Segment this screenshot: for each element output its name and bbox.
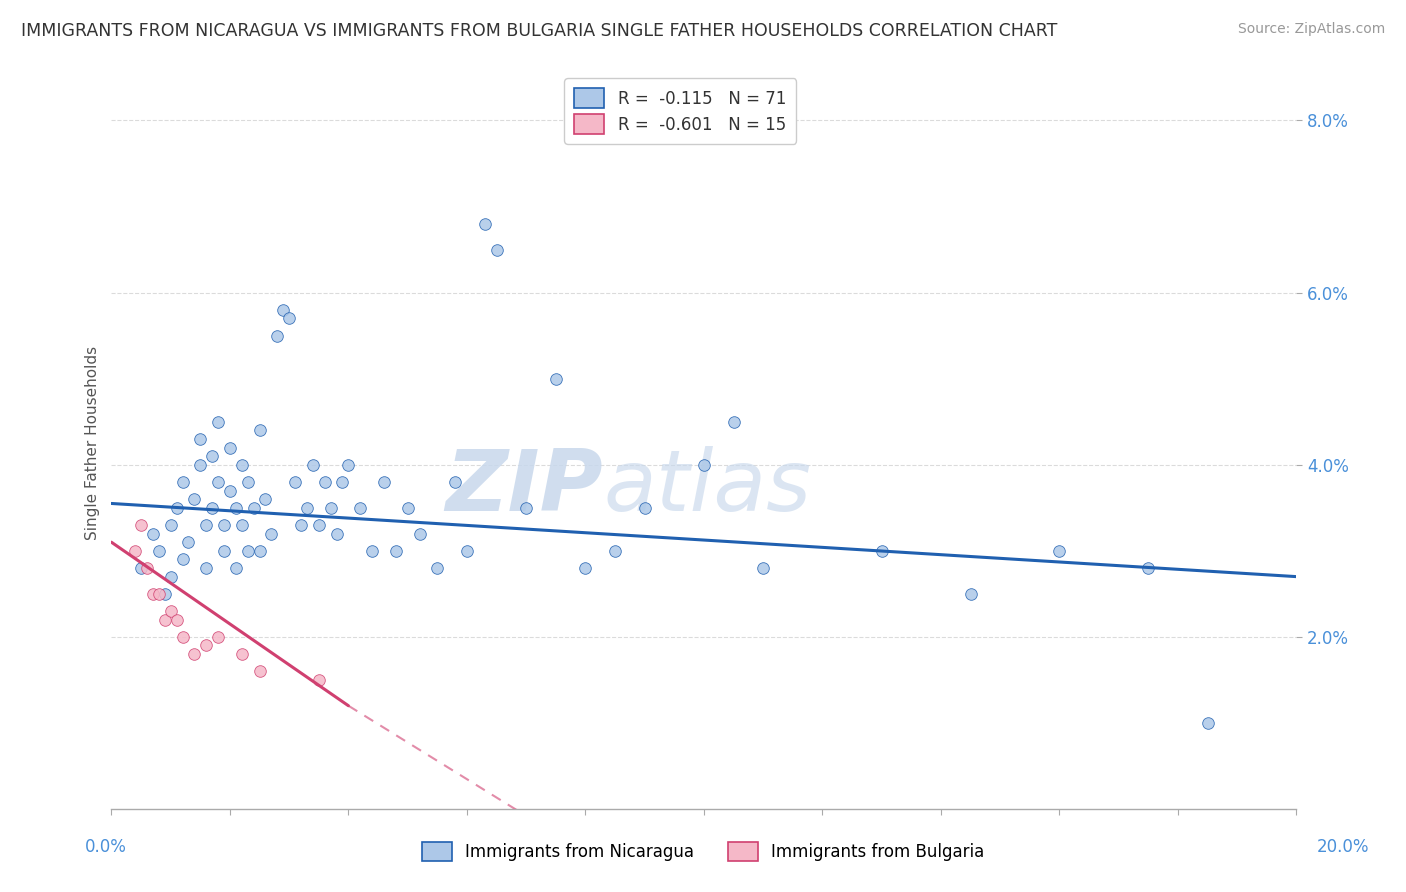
- Point: [474, 217, 496, 231]
- Point: [153, 587, 176, 601]
- Point: [959, 587, 981, 601]
- Point: [129, 561, 152, 575]
- Point: [188, 458, 211, 472]
- Point: [290, 518, 312, 533]
- Point: [207, 630, 229, 644]
- Point: [260, 526, 283, 541]
- Point: [308, 673, 330, 687]
- Point: [396, 500, 419, 515]
- Point: [254, 492, 277, 507]
- Point: [574, 561, 596, 575]
- Text: ZIP: ZIP: [446, 446, 603, 529]
- Point: [870, 543, 893, 558]
- Point: [308, 518, 330, 533]
- Point: [183, 492, 205, 507]
- Point: [207, 475, 229, 489]
- Point: [231, 518, 253, 533]
- Y-axis label: Single Father Households: Single Father Households: [86, 346, 100, 541]
- Point: [325, 526, 347, 541]
- Point: [485, 243, 508, 257]
- Point: [373, 475, 395, 489]
- Point: [212, 543, 235, 558]
- Point: [195, 518, 218, 533]
- Point: [249, 423, 271, 437]
- Point: [212, 518, 235, 533]
- Point: [723, 415, 745, 429]
- Point: [159, 518, 181, 533]
- Legend: Immigrants from Nicaragua, Immigrants from Bulgaria: Immigrants from Nicaragua, Immigrants fr…: [415, 835, 991, 868]
- Point: [177, 535, 200, 549]
- Text: 0.0%: 0.0%: [84, 838, 127, 855]
- Point: [129, 518, 152, 533]
- Point: [1197, 715, 1219, 730]
- Point: [634, 500, 657, 515]
- Point: [195, 639, 218, 653]
- Point: [456, 543, 478, 558]
- Point: [361, 543, 384, 558]
- Point: [195, 561, 218, 575]
- Text: atlas: atlas: [603, 446, 811, 529]
- Point: [603, 543, 626, 558]
- Point: [159, 569, 181, 583]
- Point: [284, 475, 307, 489]
- Point: [515, 500, 537, 515]
- Point: [225, 500, 247, 515]
- Point: [231, 458, 253, 472]
- Point: [271, 302, 294, 317]
- Point: [332, 475, 354, 489]
- Point: [349, 500, 371, 515]
- Point: [219, 483, 242, 498]
- Text: 20.0%: 20.0%: [1316, 838, 1369, 855]
- Point: [142, 587, 165, 601]
- Point: [249, 543, 271, 558]
- Point: [201, 500, 224, 515]
- Point: [319, 500, 342, 515]
- Point: [544, 372, 567, 386]
- Point: [188, 432, 211, 446]
- Point: [166, 613, 188, 627]
- Point: [201, 449, 224, 463]
- Point: [172, 552, 194, 566]
- Point: [266, 328, 288, 343]
- Point: [278, 311, 301, 326]
- Legend: R =  -0.115   N = 71, R =  -0.601   N = 15: R = -0.115 N = 71, R = -0.601 N = 15: [564, 78, 796, 144]
- Point: [295, 500, 318, 515]
- Point: [148, 587, 170, 601]
- Point: [385, 543, 408, 558]
- Point: [136, 561, 159, 575]
- Point: [231, 647, 253, 661]
- Point: [693, 458, 716, 472]
- Point: [225, 561, 247, 575]
- Point: [408, 526, 430, 541]
- Point: [153, 613, 176, 627]
- Point: [219, 441, 242, 455]
- Point: [242, 500, 264, 515]
- Point: [142, 526, 165, 541]
- Point: [426, 561, 449, 575]
- Point: [314, 475, 336, 489]
- Point: [148, 543, 170, 558]
- Point: [183, 647, 205, 661]
- Point: [166, 500, 188, 515]
- Point: [124, 543, 146, 558]
- Point: [337, 458, 360, 472]
- Point: [236, 543, 259, 558]
- Point: [752, 561, 775, 575]
- Text: Source: ZipAtlas.com: Source: ZipAtlas.com: [1237, 22, 1385, 37]
- Point: [159, 604, 181, 618]
- Point: [1047, 543, 1070, 558]
- Text: IMMIGRANTS FROM NICARAGUA VS IMMIGRANTS FROM BULGARIA SINGLE FATHER HOUSEHOLDS C: IMMIGRANTS FROM NICARAGUA VS IMMIGRANTS …: [21, 22, 1057, 40]
- Point: [236, 475, 259, 489]
- Point: [444, 475, 467, 489]
- Point: [249, 665, 271, 679]
- Point: [172, 630, 194, 644]
- Point: [302, 458, 325, 472]
- Point: [207, 415, 229, 429]
- Point: [1137, 561, 1160, 575]
- Point: [172, 475, 194, 489]
